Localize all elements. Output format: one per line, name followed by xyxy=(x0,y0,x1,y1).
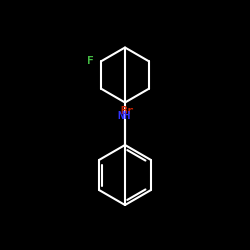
Text: F: F xyxy=(88,56,94,66)
Text: NH: NH xyxy=(117,111,130,121)
Text: Br: Br xyxy=(120,106,134,116)
